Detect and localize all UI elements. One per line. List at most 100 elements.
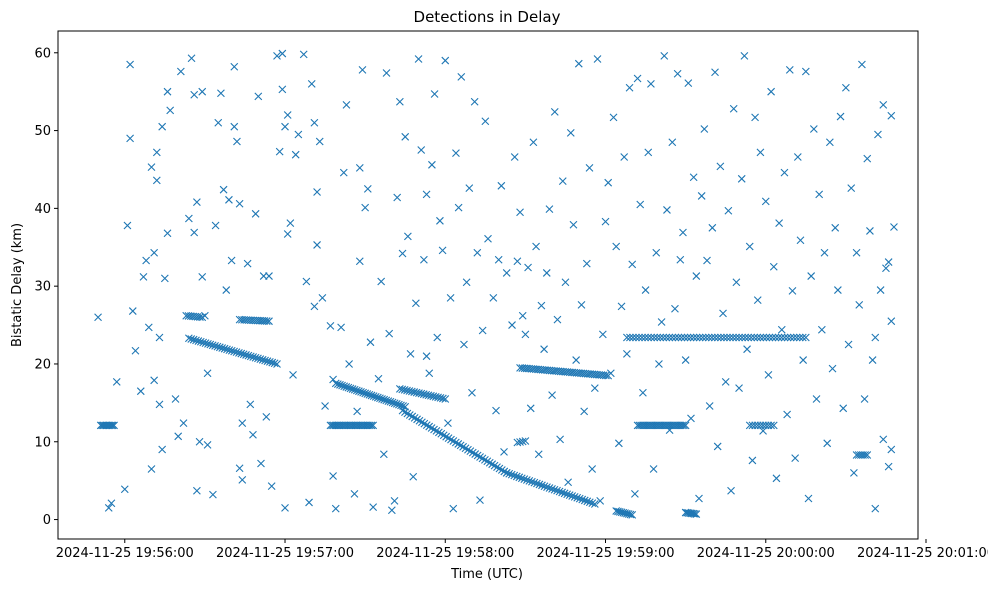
scatter-point [577, 300, 586, 309]
scatter-point [614, 439, 623, 448]
scatter-point [783, 333, 792, 342]
scatter-point [179, 419, 188, 427]
scatter-point [414, 55, 423, 63]
scatter-point [459, 442, 467, 451]
scatter-point [553, 486, 561, 495]
scatter-point [294, 130, 303, 139]
scatter-point [738, 333, 747, 342]
scatter-point [422, 390, 431, 399]
scatter-point [369, 421, 378, 430]
scatter-point [791, 454, 800, 462]
scatter-point [257, 459, 265, 468]
scatter-point [158, 122, 167, 131]
scatter-point [638, 333, 646, 342]
scatter-point [393, 193, 402, 202]
scatter-point [639, 388, 647, 397]
scatter-point [609, 113, 618, 122]
scatter-point [331, 504, 340, 513]
scatter-point [745, 242, 754, 251]
scatter-point [740, 52, 749, 60]
scatter-point [601, 217, 610, 226]
scatter-point [160, 274, 169, 283]
scatter-point [505, 469, 514, 478]
scatter-point [209, 490, 217, 499]
scatter-point [278, 49, 287, 58]
scatter-point [518, 311, 527, 320]
scatter-point [331, 379, 340, 388]
scatter-point [339, 168, 348, 177]
scatter-point [283, 111, 292, 119]
scatter-point [689, 173, 698, 182]
scatter-point [795, 333, 804, 342]
scatter-point [815, 190, 824, 199]
scatter-point [152, 148, 161, 157]
scatter-point [415, 389, 423, 398]
scatter-point [184, 214, 193, 223]
scatter-point [431, 392, 440, 401]
scatter-point [753, 296, 762, 305]
scatter-point [310, 118, 319, 127]
scatter-point [841, 83, 850, 92]
scatter-point [355, 387, 363, 396]
scatter-point [227, 346, 236, 355]
scatter-point [792, 333, 801, 342]
scatter-point [724, 206, 733, 215]
scatter-point [104, 503, 113, 512]
scatter-point [163, 87, 172, 96]
scatter-point [484, 234, 492, 243]
scatter-point [540, 482, 549, 491]
scatter-point [522, 476, 531, 484]
scatter-point [379, 450, 388, 459]
scatter-point [342, 383, 351, 391]
scatter-point [401, 408, 409, 416]
scatter-point [452, 149, 460, 158]
y-tick-label: 50 [34, 124, 51, 139]
scatter-point [112, 377, 121, 386]
scatter-point [500, 467, 509, 476]
scatter-point [273, 360, 281, 368]
scatter-point [299, 50, 308, 59]
scatter-point [774, 333, 783, 342]
scatter-point [578, 495, 587, 504]
scatter-point [671, 333, 680, 342]
scatter-point [677, 333, 686, 342]
scatter-point [534, 450, 543, 459]
scatter-point [387, 506, 396, 515]
scatter-point [683, 333, 692, 342]
scatter-point [147, 163, 156, 172]
scatter-point [367, 391, 376, 400]
scatter-point [418, 418, 426, 427]
scatter-point [380, 395, 389, 404]
scatter-point [233, 137, 241, 146]
scatter-point [517, 474, 526, 483]
scatter-point [602, 371, 610, 380]
scatter-point [679, 228, 687, 237]
scatter-point [321, 402, 329, 410]
scatter-point [388, 398, 397, 407]
scatter-point [409, 472, 418, 481]
scatter-point [429, 392, 438, 401]
scatter-point [447, 435, 455, 444]
scatter-point [174, 432, 183, 441]
scatter-point [653, 333, 662, 342]
scatter-point [428, 160, 436, 169]
scatter-point [192, 198, 201, 207]
scatter-point [804, 494, 813, 503]
scatter-point [759, 333, 768, 342]
scatter-point [820, 248, 829, 257]
scatter-point [417, 146, 426, 154]
scatter-point [494, 255, 503, 264]
scatter-point [128, 307, 137, 315]
scatter-point [422, 190, 431, 199]
scatter-point [530, 478, 539, 487]
scatter-point [302, 277, 311, 286]
scatter-point [874, 130, 882, 139]
scatter-point [251, 209, 260, 218]
scatter-point [753, 333, 762, 342]
scatter-point [261, 356, 269, 365]
scatter-point [817, 325, 826, 334]
scatter-point [568, 492, 577, 500]
scatter-point [695, 494, 703, 503]
scatter-point [417, 389, 426, 398]
scatter-point [657, 318, 666, 326]
